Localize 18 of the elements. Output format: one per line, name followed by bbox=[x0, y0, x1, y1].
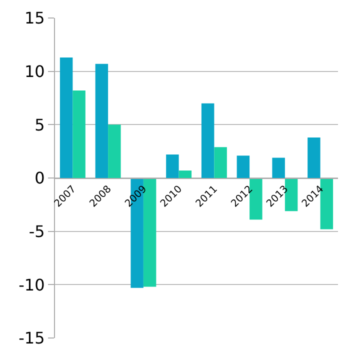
y-tick-label: 0 bbox=[34, 168, 45, 188]
bar bbox=[72, 90, 86, 178]
y-tick-label: 15 bbox=[24, 8, 45, 28]
bar bbox=[308, 137, 320, 178]
bar bbox=[272, 158, 285, 178]
y-tick-label: -10 bbox=[18, 275, 45, 294]
bar bbox=[214, 147, 227, 178]
bar bbox=[60, 57, 73, 178]
bar bbox=[178, 170, 192, 178]
bar bbox=[95, 64, 108, 178]
y-tick-label: -15 bbox=[18, 328, 45, 348]
bar bbox=[166, 154, 179, 178]
y-tick-label: 10 bbox=[24, 62, 45, 81]
y-tick-label: 5 bbox=[34, 115, 45, 134]
bar bbox=[108, 124, 121, 178]
bar bbox=[236, 156, 250, 178]
y-tick-label: -5 bbox=[28, 222, 45, 241]
bar bbox=[201, 103, 214, 178]
